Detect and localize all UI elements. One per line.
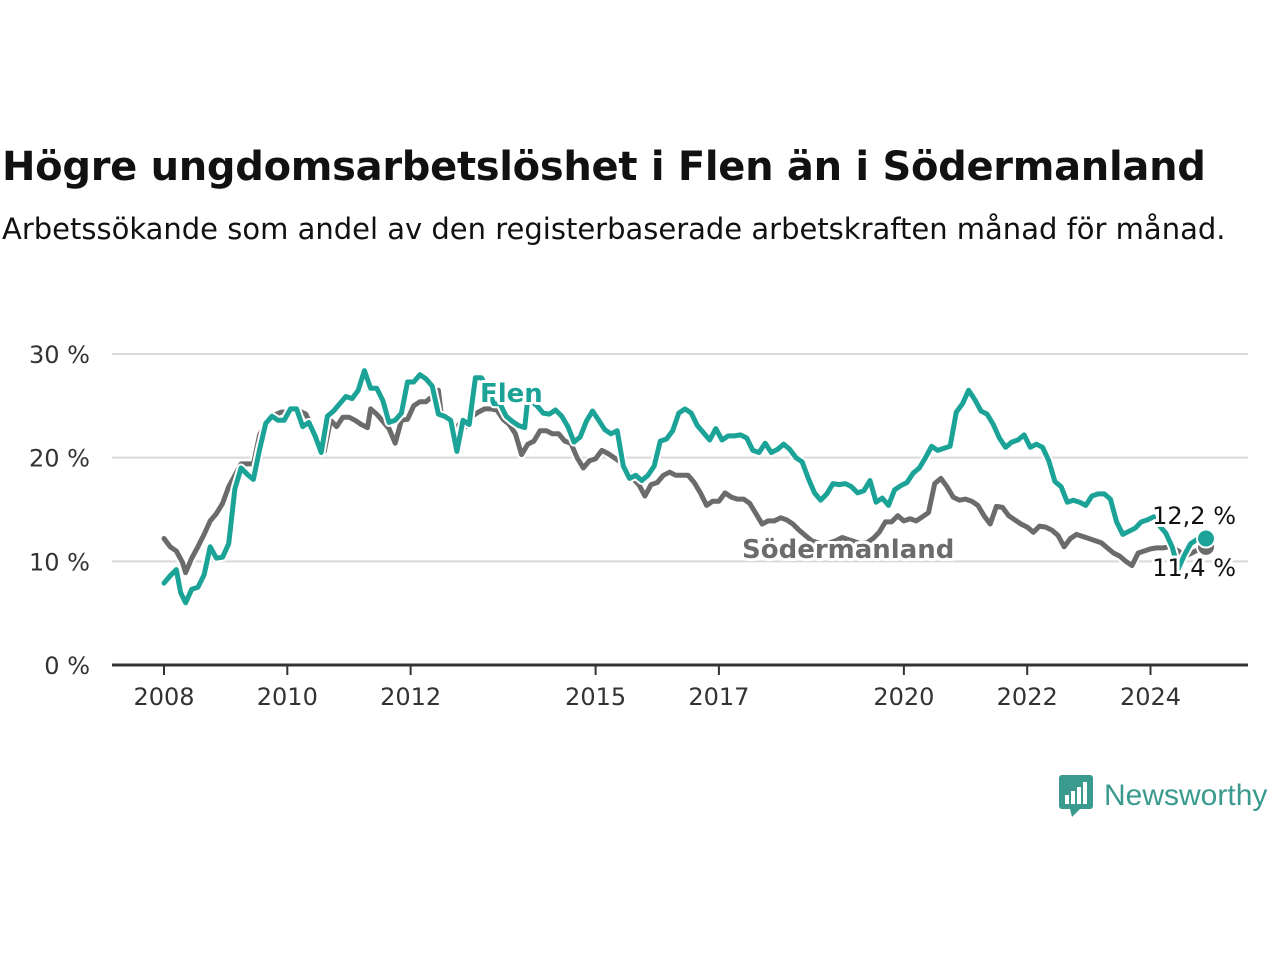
y-tick-label: 20 % bbox=[29, 445, 90, 473]
newsworthy-logo-icon bbox=[1059, 775, 1093, 817]
chart-title: Högre ungdomsarbetslöshet i Flen än i Sö… bbox=[2, 144, 1206, 190]
sodermanland-series-label: Södermanland bbox=[742, 535, 954, 565]
sodermanland-end-value-label: 11,4 % bbox=[1152, 554, 1236, 582]
brand-name: Newsworthy bbox=[1104, 779, 1268, 812]
series-labels: Södermanland 11,4 % Flen 12,2 % bbox=[477, 376, 1239, 585]
flen-end-value-label: 12,2 % bbox=[1152, 502, 1236, 530]
y-axis-tick-labels: 0 % 10 % 20 % 30 % bbox=[29, 341, 90, 680]
flen-line bbox=[161, 368, 1209, 606]
series-lines bbox=[159, 366, 1216, 608]
gridlines bbox=[112, 353, 1248, 563]
y-tick-label: 0 % bbox=[44, 652, 90, 680]
y-tick-label: 10 % bbox=[29, 548, 90, 576]
x-tick-label: 2010 bbox=[257, 683, 318, 711]
x-tick-label: 2015 bbox=[565, 683, 626, 711]
x-tick-label: 2017 bbox=[688, 683, 749, 711]
sodermanland-line-halo bbox=[159, 385, 1211, 578]
flen-line-halo bbox=[159, 366, 1211, 608]
x-tick-label: 2012 bbox=[380, 683, 441, 711]
y-tick-label: 30 % bbox=[29, 341, 90, 369]
x-tick-label: 2024 bbox=[1120, 683, 1181, 711]
x-tick-label: 2020 bbox=[873, 683, 934, 711]
x-axis-ticks: 2008 2010 2012 2015 2017 2020 2022 2024 bbox=[133, 665, 1181, 711]
chart-subtitle: Arbetssökande som andel av den registerb… bbox=[2, 212, 1226, 246]
newsworthy-logo: Newsworthy bbox=[1058, 774, 1267, 818]
x-tick-label: 2008 bbox=[133, 683, 194, 711]
sodermanland-line bbox=[161, 387, 1209, 576]
flen-series-label: Flen bbox=[480, 379, 543, 409]
x-tick-label: 2022 bbox=[997, 683, 1058, 711]
flen-end-point bbox=[1196, 528, 1216, 549]
